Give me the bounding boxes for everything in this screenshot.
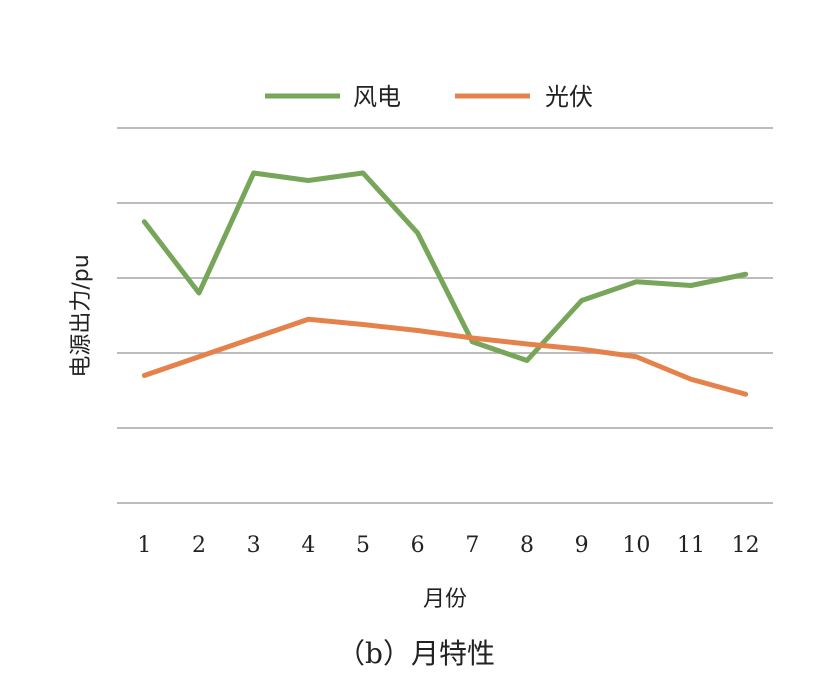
x-tick-label: 9 bbox=[575, 533, 589, 558]
x-tick-label: 7 bbox=[465, 533, 479, 558]
legend: 风电 光伏 bbox=[265, 83, 593, 111]
x-tick-label: 12 bbox=[732, 533, 760, 558]
x-tick-label: 11 bbox=[677, 533, 705, 558]
series-lines bbox=[141, 170, 749, 397]
y-axis-title: 电源出力/pu bbox=[69, 254, 94, 377]
series-line-wind bbox=[141, 170, 749, 363]
x-tick-label: 2 bbox=[192, 533, 206, 558]
x-tick-label: 3 bbox=[247, 533, 261, 558]
x-tick-label: 6 bbox=[411, 533, 425, 558]
x-tick-label: 10 bbox=[622, 533, 650, 558]
gridlines bbox=[117, 127, 773, 504]
x-tick-label: 5 bbox=[356, 533, 370, 558]
x-tick-label: 1 bbox=[137, 533, 151, 558]
x-tick-label: 8 bbox=[520, 533, 534, 558]
x-tick-labels: 1 2 3 4 5 6 7 8 9 10 11 12 bbox=[137, 533, 759, 558]
figure-caption: （b）月特性 bbox=[337, 637, 495, 670]
x-tick-label: 4 bbox=[301, 533, 315, 558]
legend-label-wind: 风电 bbox=[353, 83, 401, 111]
series-line-pv bbox=[141, 316, 749, 397]
x-axis-title: 月份 bbox=[423, 587, 467, 612]
legend-label-pv: 光伏 bbox=[545, 83, 593, 111]
